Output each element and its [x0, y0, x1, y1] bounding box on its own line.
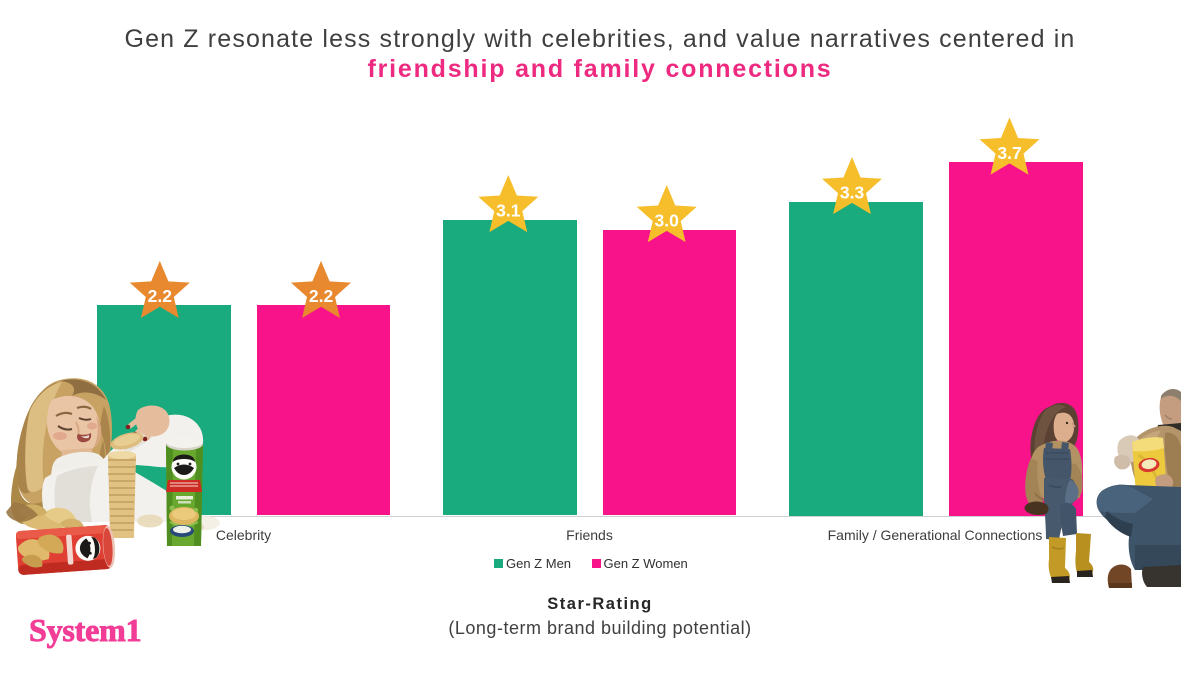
svg-text:3.1: 3.1 — [496, 200, 521, 220]
svg-text:3.3: 3.3 — [840, 182, 865, 202]
svg-text:3.7: 3.7 — [997, 143, 1021, 163]
svg-text:3.0: 3.0 — [655, 210, 680, 230]
svg-text:2.2: 2.2 — [148, 286, 173, 306]
svg-text:2.2: 2.2 — [309, 286, 334, 306]
